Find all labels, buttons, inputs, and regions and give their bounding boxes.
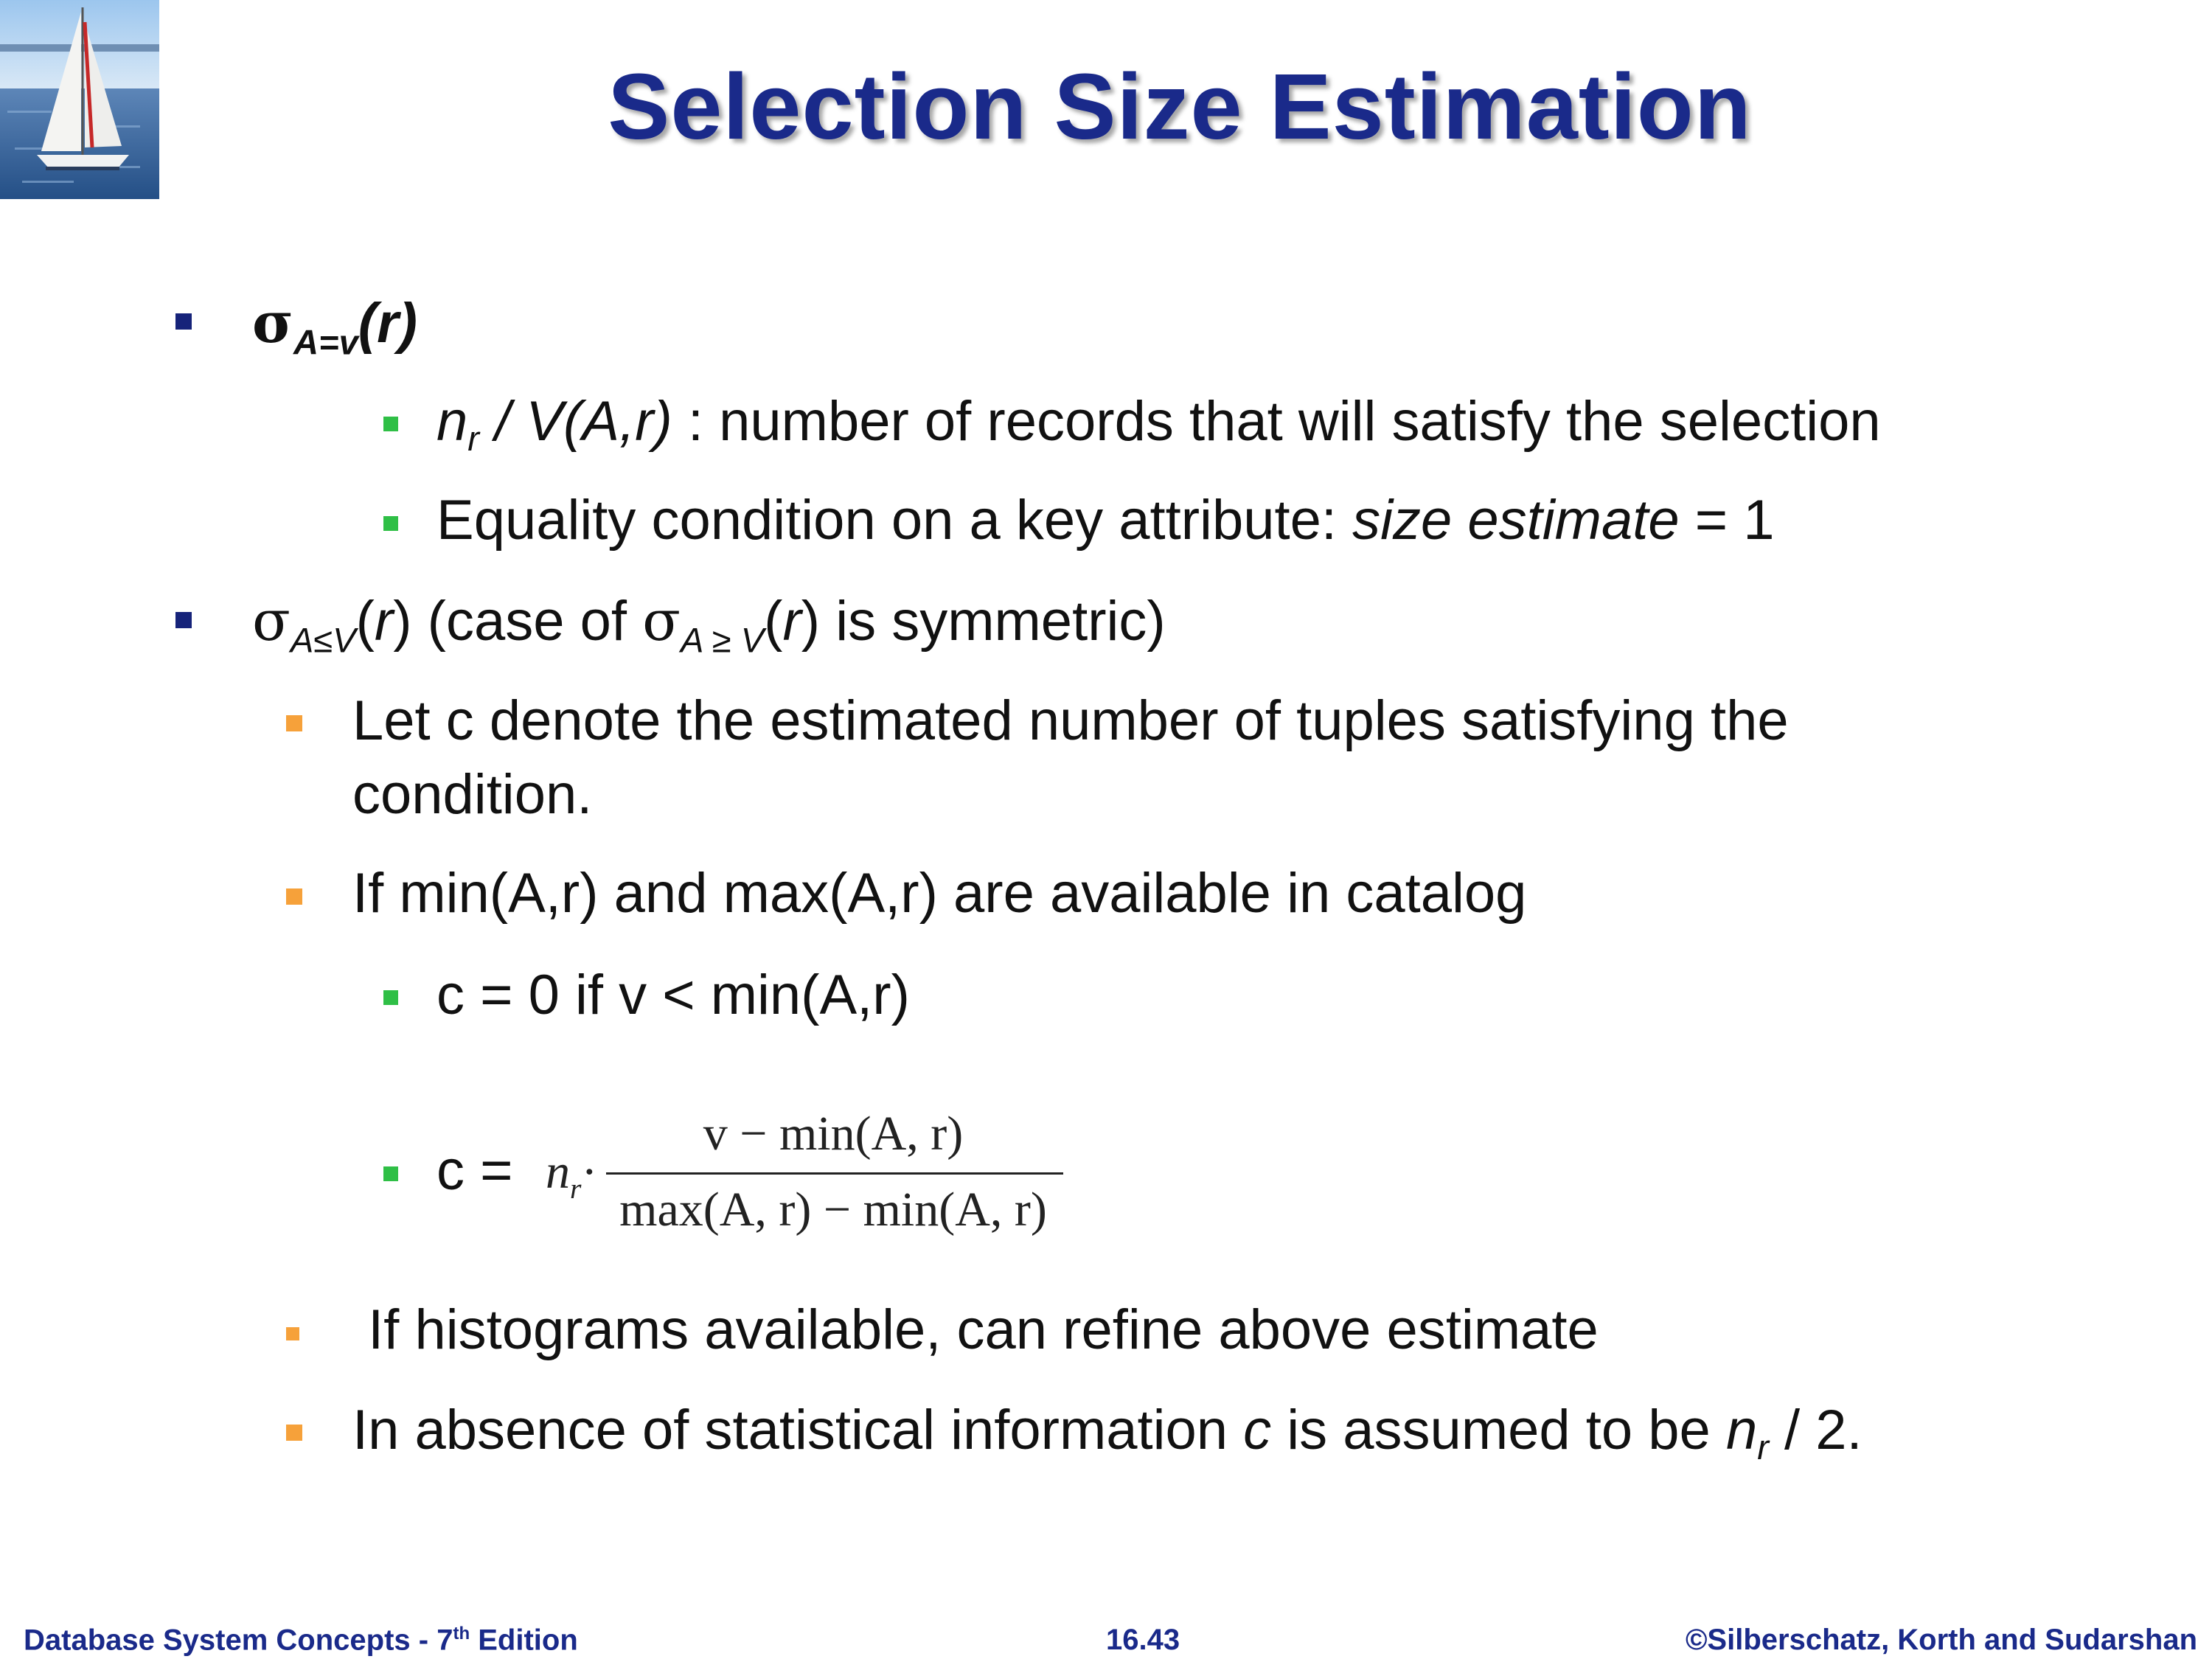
fraction-bar xyxy=(606,1172,1063,1175)
selection-argument: (r) xyxy=(358,292,417,355)
selection-equality-heading: σA=v(r) xyxy=(252,295,417,360)
n-subscript: r xyxy=(1757,1427,1769,1467)
selection-subscript: A ≥ V xyxy=(681,620,765,660)
selection-subscript: A≤V xyxy=(290,620,356,660)
equality-key-line: Equality condition on a key attribute: s… xyxy=(437,493,1774,549)
bullet-orange xyxy=(286,715,302,731)
let-c-line2: condition. xyxy=(352,763,593,826)
slide-title: Selection Size Estimation xyxy=(608,55,1752,159)
selection-inequality-heading: σA≤V(r) (case of σA ≥ V(r) is symmetric) xyxy=(252,588,1166,660)
sailboat-logo xyxy=(0,0,159,199)
n-r-factor: nr· xyxy=(546,1144,597,1206)
bullet-orange xyxy=(286,1327,299,1340)
records-estimate-text: : number of records that will satisfy th… xyxy=(672,390,1881,453)
n-symbol: n xyxy=(546,1145,570,1199)
footer-book-title: Database System Concepts - 7th Edition xyxy=(24,1624,578,1657)
formula-numerator: v − min(A, r) xyxy=(703,1107,964,1161)
size-estimate-term: size estimate xyxy=(1352,489,1680,552)
assumed-text: is assumed to be xyxy=(1271,1399,1726,1461)
absence-text: In absence of statistical information xyxy=(352,1399,1244,1461)
bullet-green xyxy=(383,1166,398,1181)
bullet-orange xyxy=(286,1425,302,1441)
footer-copyright: ©Silberschatz, Korth and Sudarshan xyxy=(1685,1624,2197,1656)
equality-key-value: = 1 xyxy=(1679,489,1775,552)
sigma-symbol: σ xyxy=(252,290,294,355)
absence-line: In absence of statistical information c … xyxy=(352,1399,1863,1467)
bullet-green xyxy=(383,990,398,1005)
symmetric-text: ) is symmetric) xyxy=(801,590,1166,653)
n-symbol: n xyxy=(1725,1399,1758,1461)
c-zero-line: c = 0 if v < min(A,r) xyxy=(437,964,910,1026)
divide-two: / 2. xyxy=(1768,1399,1863,1461)
relation-symbol: r xyxy=(782,590,801,653)
bullet-level1 xyxy=(175,612,192,628)
bullet-green xyxy=(383,516,398,531)
selection-subscript: A=v xyxy=(293,322,358,362)
dot-operator: · xyxy=(581,1145,598,1199)
n-symbol: n xyxy=(437,390,468,453)
footer-slide-number: 16.43 xyxy=(1106,1624,1180,1656)
c-formula-label: c = xyxy=(437,1139,513,1202)
c-symbol: c xyxy=(1243,1399,1272,1461)
catalog-line: If min(A,r) and max(A,r) are available i… xyxy=(352,862,1527,925)
relation-symbol: r xyxy=(374,590,394,653)
footer-title-sup: th xyxy=(453,1624,470,1644)
bullet-level1 xyxy=(175,313,192,330)
sigma-symbol: σ xyxy=(642,588,681,653)
histograms-line: If histograms available, can refine abov… xyxy=(352,1298,1599,1361)
sigma-symbol: σ xyxy=(252,588,291,653)
let-c-line1: Let c denote the estimated number of tup… xyxy=(352,689,1789,752)
footer-title-end: Edition xyxy=(470,1624,578,1657)
footer-title-text: Database System Concepts - 7 xyxy=(24,1624,453,1657)
bullet-green xyxy=(383,417,398,431)
records-estimate-line: nr / V(A,r) : number of records that wil… xyxy=(437,394,1881,456)
formula-denominator: max(A, r) − min(A, r) xyxy=(619,1183,1047,1237)
case-of-text: ) (case of xyxy=(393,590,643,653)
v-expression: / V(A,r) xyxy=(479,390,672,453)
n-subscript: r xyxy=(570,1172,582,1205)
equality-key-text: Equality condition on a key attribute: xyxy=(437,489,1353,552)
bullet-orange xyxy=(286,888,302,905)
n-subscript: r xyxy=(467,419,479,459)
